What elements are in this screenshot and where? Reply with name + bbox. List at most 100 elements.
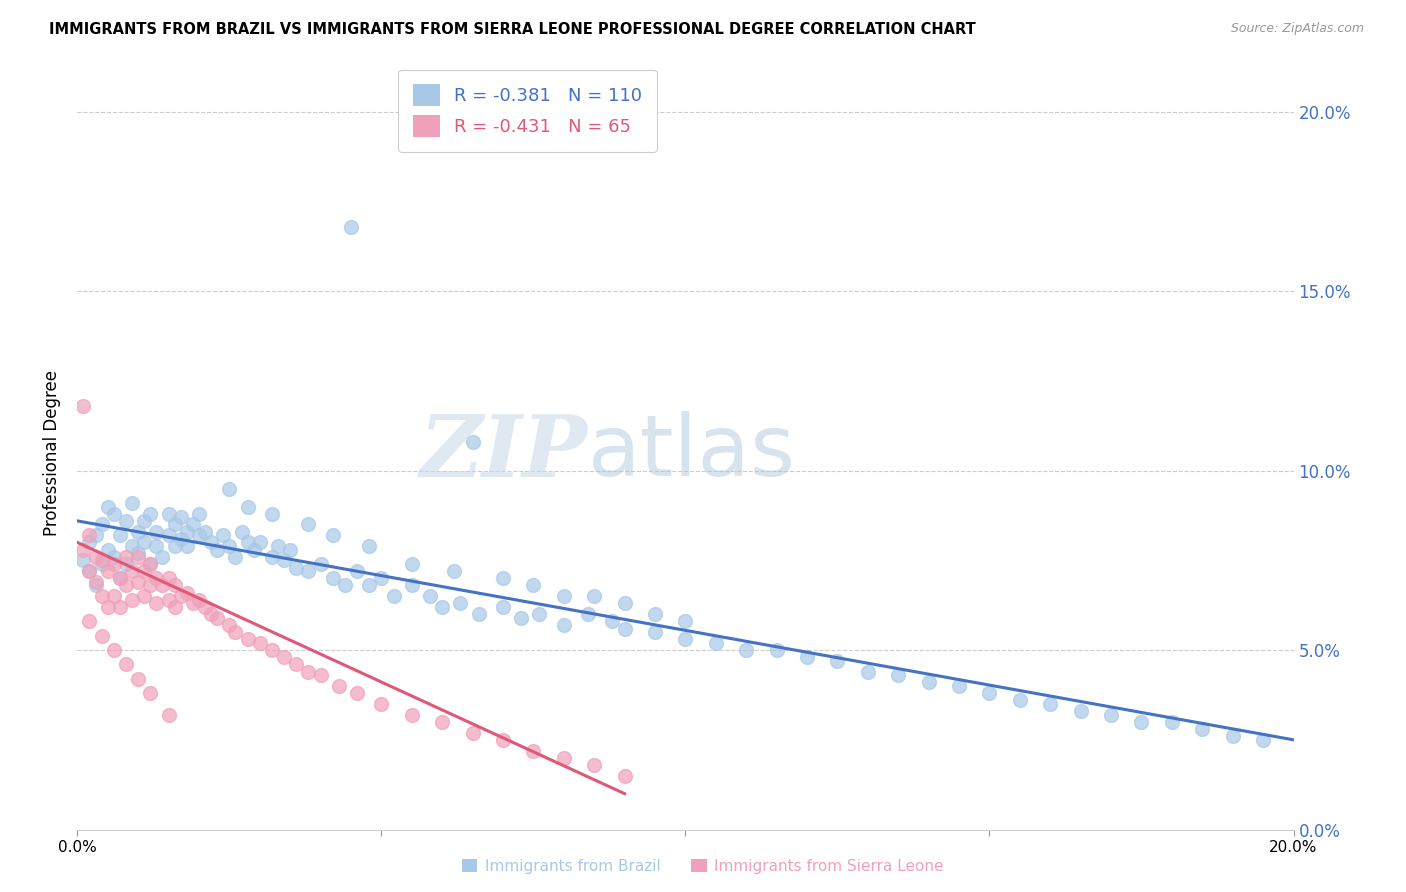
Point [346,686,368,700]
Point [401,578,423,592]
Point [194,524,217,539]
Point [79,564,101,578]
Legend: R = -0.381   N = 110, R = -0.431   N = 65: R = -0.381 N = 110, R = -0.431 N = 65 [398,70,657,152]
Point [765,643,787,657]
Point [218,618,240,632]
Point [333,578,356,592]
Point [139,557,162,571]
Point [449,596,471,610]
Point [188,592,211,607]
Point [602,615,624,629]
Point [273,650,295,665]
Point [948,679,970,693]
Point [90,589,112,603]
Point [359,578,381,592]
Point [675,632,697,647]
Point [170,510,193,524]
Point [224,625,246,640]
Point [236,535,259,549]
Point [127,549,149,564]
Point [492,571,515,585]
Point [90,553,112,567]
Point [108,571,131,585]
Point [72,553,94,567]
Point [492,600,515,615]
Point [163,539,186,553]
Point [613,769,636,783]
Point [170,532,193,546]
Point [90,517,112,532]
Point [205,542,228,557]
Point [613,622,636,636]
Point [115,557,138,571]
Point [97,500,120,514]
Point [200,535,222,549]
Point [108,600,131,615]
Point [212,528,235,542]
Point [401,707,423,722]
Point [139,686,162,700]
Point [401,557,423,571]
Point [285,657,308,672]
Point [134,564,156,578]
Point [297,564,319,578]
Point [370,571,392,585]
Point [115,657,138,672]
Point [1039,697,1062,711]
Point [529,607,551,622]
Point [176,539,198,553]
Point [72,542,94,557]
Point [553,589,575,603]
Point [108,571,131,585]
Point [157,507,180,521]
Point [309,668,332,682]
Point [644,607,666,622]
Point [827,654,849,668]
Point [510,611,533,625]
Point [139,507,162,521]
Point [157,707,180,722]
Point [340,219,363,234]
Point [467,607,489,622]
Point [704,636,727,650]
Point [430,600,453,615]
Point [370,697,392,711]
Point [249,535,271,549]
Point [242,542,264,557]
Point [134,535,156,549]
Point [322,571,344,585]
Text: Source: ZipAtlas.com: Source: ZipAtlas.com [1230,22,1364,36]
Point [170,589,193,603]
Point [231,524,253,539]
Point [1222,729,1244,743]
Point [152,578,174,592]
Point [1130,714,1153,729]
Legend: Immigrants from Brazil, Immigrants from Sierra Leone: Immigrants from Brazil, Immigrants from … [456,853,950,880]
Point [322,528,344,542]
Point [103,549,125,564]
Point [218,539,240,553]
Point [1161,714,1184,729]
Point [297,517,319,532]
Point [84,528,107,542]
Point [157,592,180,607]
Point [139,578,162,592]
Point [176,585,198,599]
Point [84,578,107,592]
Point [127,524,149,539]
Point [79,528,101,542]
Point [188,528,211,542]
Point [522,743,544,757]
Point [1070,704,1092,718]
Point [163,600,186,615]
Point [576,607,599,622]
Point [382,589,405,603]
Point [553,618,575,632]
Point [309,557,332,571]
Point [84,574,107,589]
Point [121,539,143,553]
Point [145,524,167,539]
Point [1099,707,1122,722]
Point [583,589,606,603]
Point [260,643,283,657]
